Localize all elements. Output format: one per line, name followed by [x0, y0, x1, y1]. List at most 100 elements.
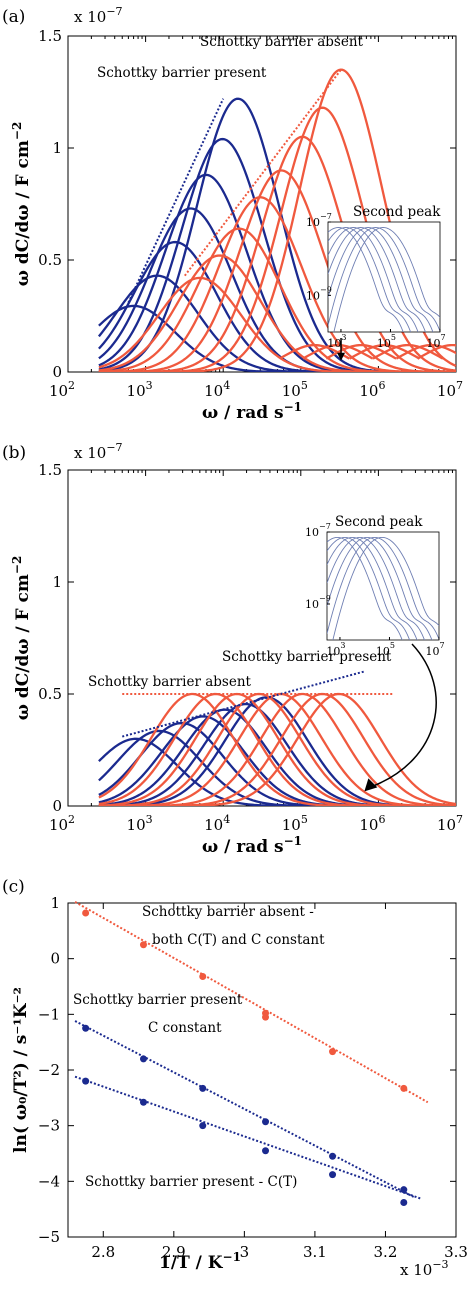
x-tick-label: 104: [204, 379, 230, 400]
x-axis-title-base: ω / rad s: [202, 403, 284, 423]
y-tick-label: −1: [38, 1005, 60, 1023]
red-curve-1: [98, 276, 456, 372]
data-point: [400, 1198, 408, 1206]
inset-curve-2: [327, 536, 411, 640]
inset-x-tick-label-sup: 5: [391, 333, 396, 342]
blue-curve-2: [98, 729, 456, 806]
inset-y-tick-label-base: 10: [305, 598, 319, 611]
blue-curve-4: [98, 715, 456, 806]
series-label: both C(T) and C constant: [152, 932, 325, 948]
x-axis-title-sup: −1: [223, 1250, 241, 1264]
inset-curve-1: [328, 227, 404, 332]
blue-curve-4: [98, 207, 456, 372]
x-multiplier: x 10−3: [400, 1258, 449, 1279]
x-tick-label-sup: 6: [378, 379, 385, 392]
red-series-label: Schottky barrier absent: [200, 34, 364, 50]
x-tick-label-base: 10: [204, 816, 223, 834]
y-tick-label: 0: [52, 363, 62, 381]
inset-curve-4: [327, 536, 425, 640]
fit-line: [74, 1020, 415, 1198]
inset-curve-2: [328, 227, 412, 332]
red-curve-4: [98, 692, 456, 806]
y-tick-label: 0: [50, 950, 60, 968]
inset-x-tick-label-base: 10: [377, 337, 391, 350]
inset-x-tick-label: 107: [425, 641, 444, 658]
x-tick-label-base: 10: [359, 816, 378, 834]
x-axis-title: ω / rad s−1: [202, 834, 302, 857]
x-tick-label-sup: 2: [68, 379, 75, 392]
inset-curve-4: [328, 227, 426, 332]
data-point: [262, 1013, 270, 1021]
blue-curve-2: [97, 274, 456, 372]
data-point: [82, 1077, 90, 1085]
second-peak-curve-7: [416, 343, 456, 360]
y-tick-label: 0.5: [38, 685, 62, 703]
y-tick-label: 1: [52, 139, 62, 157]
x-tick-label-base: 10: [359, 382, 378, 400]
inset-y-tick-label: 10−7: [306, 212, 332, 229]
arrow-head: [364, 778, 378, 792]
x-tick-label: 107: [437, 813, 463, 834]
series-2: Schottky barrier present C constant: [73, 992, 415, 1198]
second-peak-curve-6: [395, 343, 456, 360]
inset-y-tick-label: 10−9: [306, 285, 332, 302]
x-tick-label: 107: [437, 379, 463, 400]
inset-curve-5: [327, 536, 433, 640]
y-axis-title-sup: −2: [10, 556, 24, 574]
panel-c: 2.8 2.9 3 3.1 3.2 3.3−5−4−3−2−101(c)x 10−31/T…: [2, 877, 468, 1279]
inset-y-tick-label: 10−9: [305, 594, 331, 611]
data-point: [199, 1084, 207, 1092]
inset-x-tick-label-base: 10: [425, 645, 439, 658]
x-tick-label: 105: [282, 379, 308, 400]
data-point: [139, 1098, 147, 1106]
plot-area: [98, 692, 456, 806]
y-axis-title-base: ω dC/dω / F cm: [13, 140, 33, 286]
panel-label: (c): [2, 877, 25, 897]
data-point: [82, 1024, 90, 1032]
inset-y-tick-label-sup: −9: [320, 285, 332, 294]
blue-trend-line: [127, 98, 225, 303]
data-point: [199, 1122, 207, 1130]
x-tick-label: 106: [359, 379, 385, 400]
x-tick-label: 102: [49, 379, 75, 400]
inset-x-tick-label-base: 10: [426, 337, 440, 350]
inset-y-tick-label-base: 10: [306, 289, 320, 302]
x-multiplier-sup: −3: [432, 1258, 448, 1271]
x-tick-label: 3.1: [303, 1243, 327, 1261]
blue-curve-6: [98, 702, 456, 806]
inset-x-tick-label: 107: [426, 333, 445, 350]
series-label: Schottky barrier present: [73, 992, 243, 1008]
x-axis-title: 1/T / K−1: [159, 1250, 241, 1273]
inset-y-tick-label: 10−7: [305, 522, 331, 539]
y-multiplier-base: x 10: [74, 444, 106, 462]
x-tick-label: 104: [204, 813, 230, 834]
data-point: [139, 1055, 147, 1063]
inset-x-tick-label-base: 10: [327, 337, 341, 350]
second-peak-label: Second peak: [335, 514, 423, 530]
blue-series-label: Schottky barrier present: [222, 649, 392, 665]
x-tick-label: 103: [127, 379, 153, 400]
data-point: [329, 1152, 337, 1160]
y-tick-label: 0.5: [38, 251, 62, 269]
x-tick-label-sup: 5: [301, 813, 308, 826]
x-tick-label-sup: 3: [146, 813, 153, 826]
inset-x-tick-label-base: 10: [326, 645, 340, 658]
data-point: [400, 1186, 408, 1194]
data-point: [262, 1147, 270, 1155]
y-multiplier-sup: −7: [106, 5, 122, 18]
x-tick-label-sup: 7: [456, 813, 463, 826]
x-tick-label: 2.8: [91, 1243, 115, 1261]
inset-plot: [328, 227, 440, 332]
second-peak-label: Second peak: [353, 204, 441, 220]
x-multiplier-base: x 10: [400, 1261, 432, 1279]
inset-y-tick-label-sup: −7: [320, 212, 332, 221]
x-tick-label-base: 10: [204, 382, 223, 400]
data-point: [329, 1171, 337, 1179]
x-tick-label-base: 10: [437, 816, 456, 834]
y-axis-title-base: ω dC/dω / F cm: [13, 574, 33, 720]
x-tick-label-sup: 6: [378, 813, 385, 826]
